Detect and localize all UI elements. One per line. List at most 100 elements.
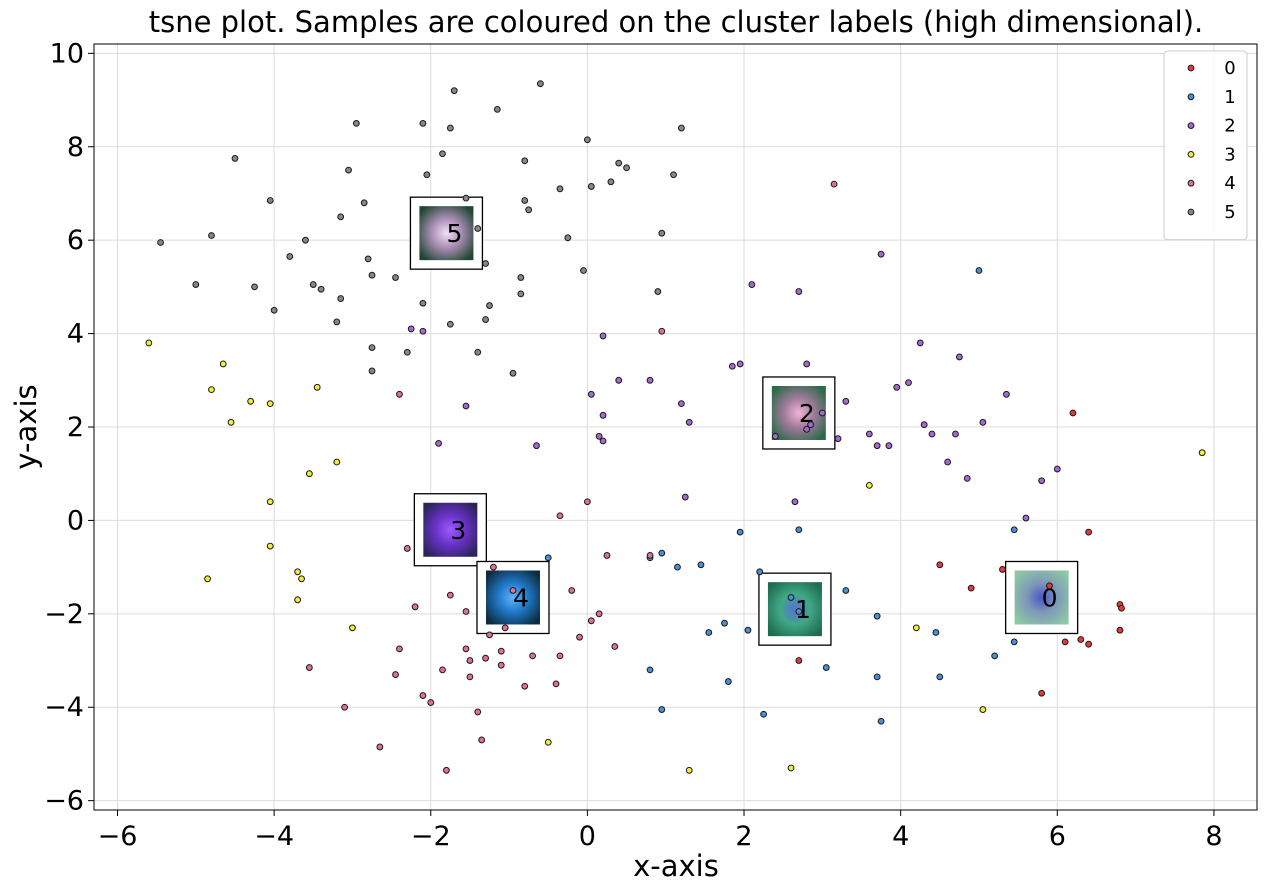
data-point-cluster-4	[482, 654, 489, 662]
data-point-cluster-2	[963, 474, 971, 482]
data-point-cluster-5	[482, 316, 489, 323]
data-point-cluster-4	[419, 692, 427, 699]
x-tick-label: 4	[892, 821, 909, 852]
data-point-cluster-2	[677, 400, 685, 408]
data-point-cluster-5	[446, 320, 454, 328]
data-point-cluster-2	[807, 421, 814, 429]
thumbnail-image	[767, 582, 822, 637]
data-point-cluster-5	[208, 232, 215, 239]
x-tick-label: −2	[411, 821, 451, 852]
data-point-cluster-4	[552, 680, 560, 688]
data-point-cluster-4	[556, 652, 564, 660]
data-point-cluster-4	[646, 552, 654, 559]
x-tick-label: 2	[735, 821, 752, 852]
data-point-cluster-4	[305, 664, 313, 671]
data-point-cluster-5	[368, 367, 376, 375]
data-point-cluster-1	[697, 561, 705, 569]
data-point-cluster-1	[795, 608, 803, 615]
data-point-cluster-4	[427, 699, 435, 706]
data-point-cluster-2	[803, 425, 811, 433]
data-point-cluster-2	[595, 432, 603, 440]
data-point-cluster-2	[803, 360, 811, 368]
data-point-cluster-2	[771, 432, 779, 440]
legend-label-2: 2	[1224, 116, 1235, 137]
x-tick-label: −4	[254, 821, 294, 852]
data-point-cluster-4	[474, 708, 482, 716]
data-point-cluster-2	[842, 397, 850, 405]
data-point-cluster-2	[533, 442, 540, 450]
data-point-cluster-2	[955, 353, 963, 361]
data-point-cluster-4	[341, 703, 349, 711]
legend-label-5: 5	[1224, 202, 1235, 223]
data-point-cluster-1	[736, 528, 744, 536]
data-point-cluster-1	[744, 626, 752, 634]
data-point-cluster-4	[376, 743, 384, 751]
data-point-cluster-0	[1038, 689, 1046, 697]
y-tick-label: 8	[67, 132, 84, 163]
data-point-cluster-4	[658, 327, 666, 335]
x-tick-label: −6	[98, 821, 138, 852]
thumbnails: 5 2 3 4 1 0	[409, 196, 1079, 646]
data-point-cluster-3	[1198, 449, 1206, 457]
data-point-cluster-5	[658, 229, 666, 237]
data-point-cluster-3	[305, 470, 313, 478]
legend-label-3: 3	[1224, 144, 1235, 165]
y-tick-label: 6	[67, 225, 84, 256]
legend-marker-4	[1187, 179, 1195, 187]
legend-marker-5	[1187, 208, 1195, 216]
data-point-cluster-4	[466, 673, 474, 681]
data-point-cluster-5	[446, 124, 454, 132]
data-point-cluster-2	[736, 360, 744, 368]
data-point-cluster-4	[497, 661, 505, 669]
data-point-cluster-5	[517, 274, 525, 281]
data-point-cluster-2	[791, 498, 799, 506]
data-point-cluster-2	[435, 439, 442, 447]
data-point-cluster-5	[587, 183, 595, 190]
data-point-cluster-2	[1053, 465, 1061, 473]
data-point-cluster-2	[865, 430, 873, 438]
thumbnail-image	[771, 385, 826, 440]
thumbnail-image	[485, 570, 540, 625]
data-point-cluster-5	[486, 302, 493, 309]
data-point-cluster-2	[599, 332, 607, 340]
legend-marker-0	[1187, 64, 1195, 72]
data-points	[145, 80, 1206, 774]
data-point-cluster-5	[403, 348, 411, 356]
data-point-cluster-2	[916, 339, 924, 347]
data-point-cluster-0	[967, 584, 975, 592]
data-point-cluster-2	[885, 442, 893, 450]
data-point-cluster-1	[932, 629, 940, 636]
data-point-cluster-4	[568, 587, 576, 594]
x-tick-label: 8	[1205, 821, 1222, 852]
data-point-cluster-0	[1118, 604, 1125, 612]
data-point-cluster-2	[920, 421, 928, 429]
data-point-cluster-2	[1038, 477, 1046, 485]
data-point-cluster-1	[724, 678, 732, 685]
thumbnail-image	[1014, 570, 1069, 625]
data-point-cluster-5	[286, 253, 294, 260]
legend: 0 1 2 3 4 5	[1163, 50, 1248, 241]
data-point-cluster-1	[1010, 526, 1018, 534]
data-point-cluster-5	[493, 105, 501, 113]
data-point-cluster-2	[834, 435, 842, 443]
data-point-cluster-4	[478, 736, 486, 744]
data-point-cluster-1	[795, 526, 803, 534]
data-point-cluster-5	[392, 274, 399, 281]
data-point-cluster-5	[337, 213, 345, 221]
data-point-cluster-3	[266, 498, 274, 506]
data-point-cluster-4	[587, 617, 595, 625]
data-point-cluster-2	[928, 430, 936, 438]
data-point-cluster-4	[490, 563, 497, 571]
data-point-cluster-3	[145, 339, 153, 347]
data-point-cluster-5	[157, 239, 164, 246]
data-point-cluster-0	[1085, 528, 1093, 536]
data-point-cluster-2	[681, 493, 689, 501]
data-point-cluster-3	[266, 400, 274, 408]
data-point-cluster-5	[364, 255, 372, 263]
x-tick-label: 0	[579, 821, 596, 852]
x-tick-label: 6	[1049, 821, 1066, 852]
data-point-cluster-3	[266, 542, 274, 550]
data-point-cluster-2	[615, 376, 623, 384]
